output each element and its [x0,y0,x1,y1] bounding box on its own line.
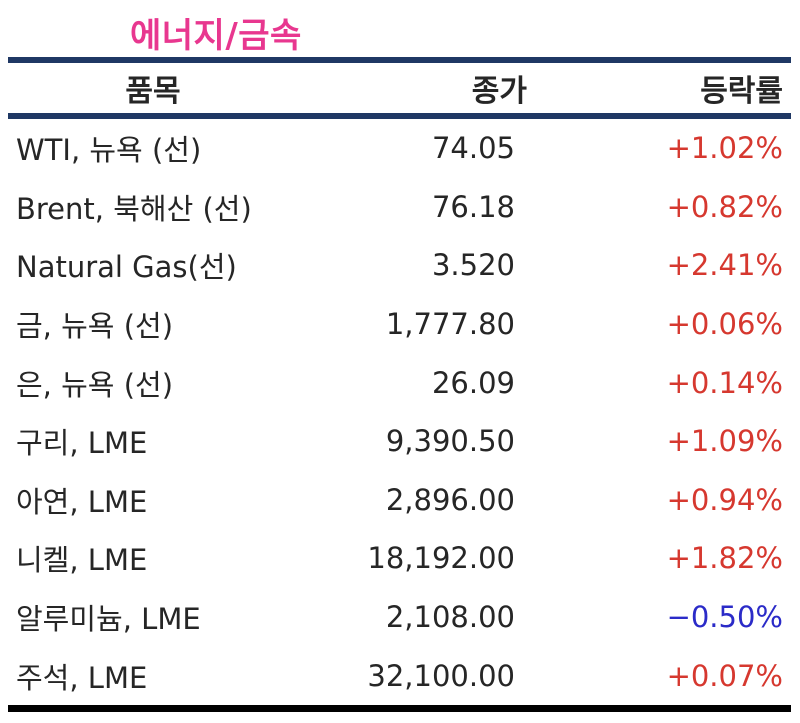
table-row: Natural Gas(선) 3.520 +2.41% [8,236,791,295]
table-top-border [8,57,791,63]
change-rate: +1.82% [666,541,783,576]
change-rate: +2.41% [666,248,783,283]
close-price: 18,192.00 [367,541,515,576]
close-price: 26.09 [431,365,515,400]
table-row: 알루미늄, LME 2,108.00 −0.50% [8,588,791,647]
table-row: 은, 뉴욕 (선) 26.09 +0.14% [8,353,791,412]
item-name: 주석, LME [16,660,148,695]
close-price: 9,390.50 [385,424,515,459]
table-row: 아연, LME 2,896.00 +0.94% [8,471,791,530]
item-name: 니켈, LME [16,543,148,578]
change-rate: +0.07% [666,658,783,693]
header-divider-line [8,113,791,119]
change-rate: −0.50% [666,600,783,635]
change-rate: +1.09% [666,424,783,459]
table-bottom-border [8,705,791,712]
change-rate: +0.94% [666,482,783,517]
change-rate: +0.82% [666,189,783,224]
column-header-close: 종가 [471,74,527,109]
close-price: 32,100.00 [367,658,515,693]
item-name: 알루미늄, LME [16,602,201,637]
close-price: 76.18 [431,189,515,224]
table-row: 주석, LME 32,100.00 +0.07% [8,646,791,705]
table-row: Brent, 북해산 (선) 76.18 +0.82% [8,178,791,237]
change-rate: +1.02% [666,131,783,166]
table-header-row: 품목 종가 등락률 [8,63,791,113]
table-row: 구리, LME 9,390.50 +1.09% [8,412,791,471]
section-title: 에너지/금속 [130,16,302,56]
item-name: 아연, LME [16,484,148,519]
close-price: 2,896.00 [385,482,515,517]
item-name: 금, 뉴욕 (선) [16,309,174,344]
table-body: WTI, 뉴욕 (선) 74.05 +1.02% Brent, 북해산 (선) 76.1… [8,119,791,705]
table-row: 금, 뉴욕 (선) 1,777.80 +0.06% [8,295,791,354]
close-price: 2,108.00 [385,600,515,635]
change-rate: +0.14% [666,365,783,400]
close-price: 1,777.80 [385,307,515,342]
item-name: 은, 뉴욕 (선) [16,367,174,402]
item-name: Brent, 북해산 (선) [16,191,252,226]
close-price: 3.520 [431,248,515,283]
item-name: 구리, LME [16,426,148,461]
change-rate: +0.06% [666,307,783,342]
item-name: WTI, 뉴욕 (선) [16,133,202,168]
table-row: WTI, 뉴욕 (선) 74.05 +1.02% [8,119,791,178]
column-header-item: 품목 [125,74,181,109]
item-name: Natural Gas(선) [16,250,237,285]
table-row: 니켈, LME 18,192.00 +1.82% [8,529,791,588]
column-header-change: 등락률 [700,74,783,109]
close-price: 74.05 [431,131,515,166]
